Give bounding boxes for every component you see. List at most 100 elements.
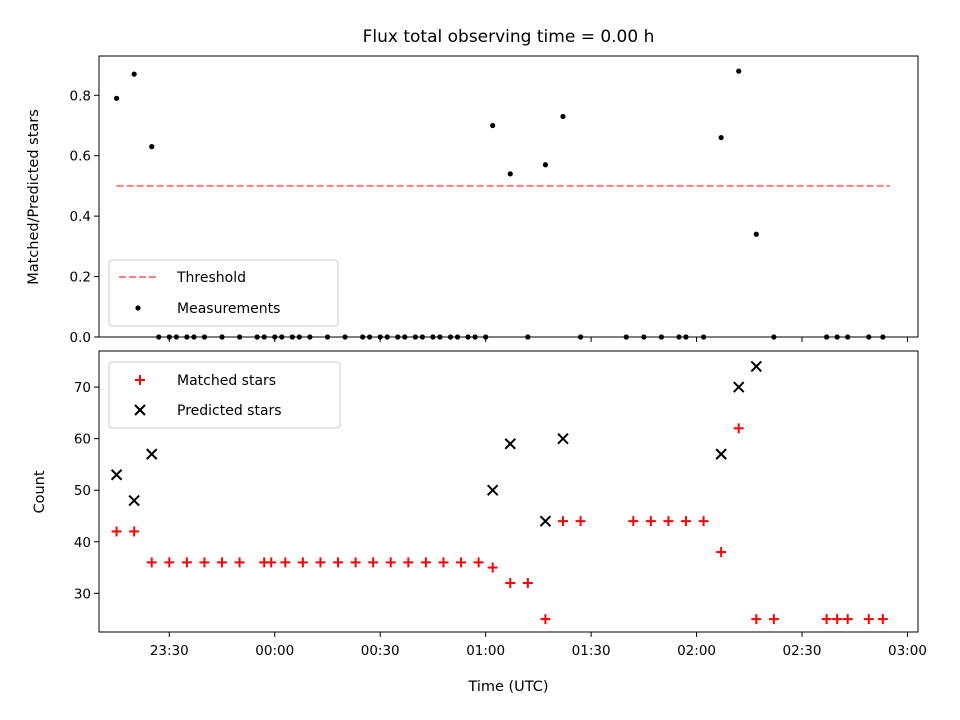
matched-star-point	[628, 516, 639, 527]
x-tick-label: 03:00	[888, 643, 927, 659]
x-tick-label: 01:00	[466, 643, 505, 659]
matched-star-point	[751, 614, 762, 625]
measurement-point	[201, 334, 208, 340]
measurement-point	[525, 334, 531, 340]
measurement-point	[342, 334, 348, 340]
measurement-point	[367, 334, 373, 340]
matched-star-point	[199, 557, 210, 568]
top-legend	[108, 259, 339, 327]
measurement-point	[641, 334, 647, 340]
matched-star-point	[863, 614, 874, 625]
measurement-point	[447, 334, 454, 340]
matched-star-point	[456, 557, 467, 568]
measurement-point	[845, 334, 851, 340]
measurement-point	[237, 334, 243, 340]
measurement-point	[131, 71, 137, 77]
measurement-point	[113, 95, 120, 101]
bottom-legend	[108, 361, 341, 429]
x-tick-label: 02:00	[677, 643, 716, 659]
matched-star-point	[832, 614, 843, 625]
matched-star-point	[315, 557, 326, 568]
predicted-star-point	[715, 448, 727, 460]
x-tick-label: 00:30	[361, 643, 400, 659]
matched-star-point	[385, 557, 396, 568]
bottom-y-tick-label: 40	[74, 535, 91, 551]
matched-star-point	[129, 526, 140, 537]
measurement-point	[360, 334, 366, 340]
legend-matched-label: Matched stars	[177, 373, 276, 389]
measurement-point	[412, 334, 418, 340]
measurement-point	[834, 334, 840, 340]
matched-star-point	[368, 557, 379, 568]
predicted-star-mark-b	[146, 448, 158, 460]
measurement-point	[676, 334, 682, 340]
predicted-star-point	[128, 494, 140, 507]
predicted-star-mark-b	[557, 432, 569, 445]
measurement-point	[454, 334, 461, 340]
measurement-point	[437, 334, 443, 340]
matched-star-point	[505, 578, 516, 589]
predicted-star-point	[504, 438, 516, 450]
matched-star-point	[234, 557, 245, 568]
measurement-point	[866, 334, 872, 340]
matched-star-point	[645, 516, 656, 527]
measurement-point	[289, 334, 295, 340]
bottom-y-axis-label: Count	[32, 470, 48, 513]
measurement-point	[324, 334, 331, 340]
predicted-star-point	[557, 432, 569, 445]
measurement-point	[296, 334, 302, 340]
measurement-point	[272, 334, 278, 340]
matched-star-point	[681, 516, 692, 527]
bottom-y-tick-label: 50	[74, 483, 91, 499]
top-y-tick-label: 0.6	[70, 149, 91, 165]
predicted-star-point	[146, 448, 158, 460]
measurement-point	[483, 334, 489, 340]
top-y-tick-label: 0.2	[70, 270, 91, 286]
matched-star-point	[217, 557, 228, 568]
matched-star-point	[438, 557, 449, 568]
predicted-star-mark-b	[110, 469, 123, 481]
bottom-y-tick-label: 70	[74, 380, 91, 396]
measurement-point	[219, 334, 225, 340]
top-y-tick-label: 0.8	[70, 88, 91, 104]
predicted-star-mark-b	[750, 360, 763, 373]
predicted-star-mark-b	[715, 448, 727, 460]
x-axis-label: Time (UTC)	[467, 679, 548, 695]
measurement-point	[402, 334, 408, 340]
matched-star-point	[350, 557, 361, 568]
matched-star-point	[557, 516, 568, 527]
legend-measurements-swatch	[135, 305, 141, 311]
measurement-point	[307, 334, 313, 340]
measurement-point	[771, 334, 777, 340]
x-tick-label: 01:30	[572, 643, 611, 659]
legend-measurements-label: Measurements	[177, 301, 280, 317]
matched-star-point	[297, 557, 308, 568]
measurement-point	[261, 334, 267, 340]
matched-star-point	[663, 516, 674, 527]
measurement-point	[173, 334, 179, 340]
matched-star-point	[540, 614, 551, 625]
top-y-axis-label: Matched/Predicted stars	[26, 109, 42, 285]
matched-star-point	[146, 557, 157, 568]
bottom-panel: 30 40 50 60 70 23:30 00:00 00:30 01:00 01:30 02:00…	[74, 350, 927, 659]
measurement-point	[156, 334, 162, 340]
measurement-point	[560, 113, 566, 120]
measurement-point	[254, 334, 260, 340]
predicted-star-mark-b	[128, 494, 140, 507]
measurement-point	[623, 334, 629, 340]
matched-star-point	[575, 516, 586, 527]
measurement-point	[880, 334, 886, 340]
measurement-point	[683, 334, 689, 340]
matched-star-point	[522, 578, 533, 589]
matched-star-point	[333, 557, 344, 568]
measurement-point	[753, 231, 759, 237]
measurement-point	[507, 171, 513, 177]
predicted-star-mark-b	[539, 515, 552, 527]
predicted-star-point	[486, 484, 499, 496]
measurement-point	[736, 68, 742, 74]
matched-star-point	[768, 614, 779, 625]
matched-star-point	[698, 516, 709, 527]
x-tick-label: 02:30	[783, 643, 822, 659]
top-plot-frame	[98, 55, 919, 338]
